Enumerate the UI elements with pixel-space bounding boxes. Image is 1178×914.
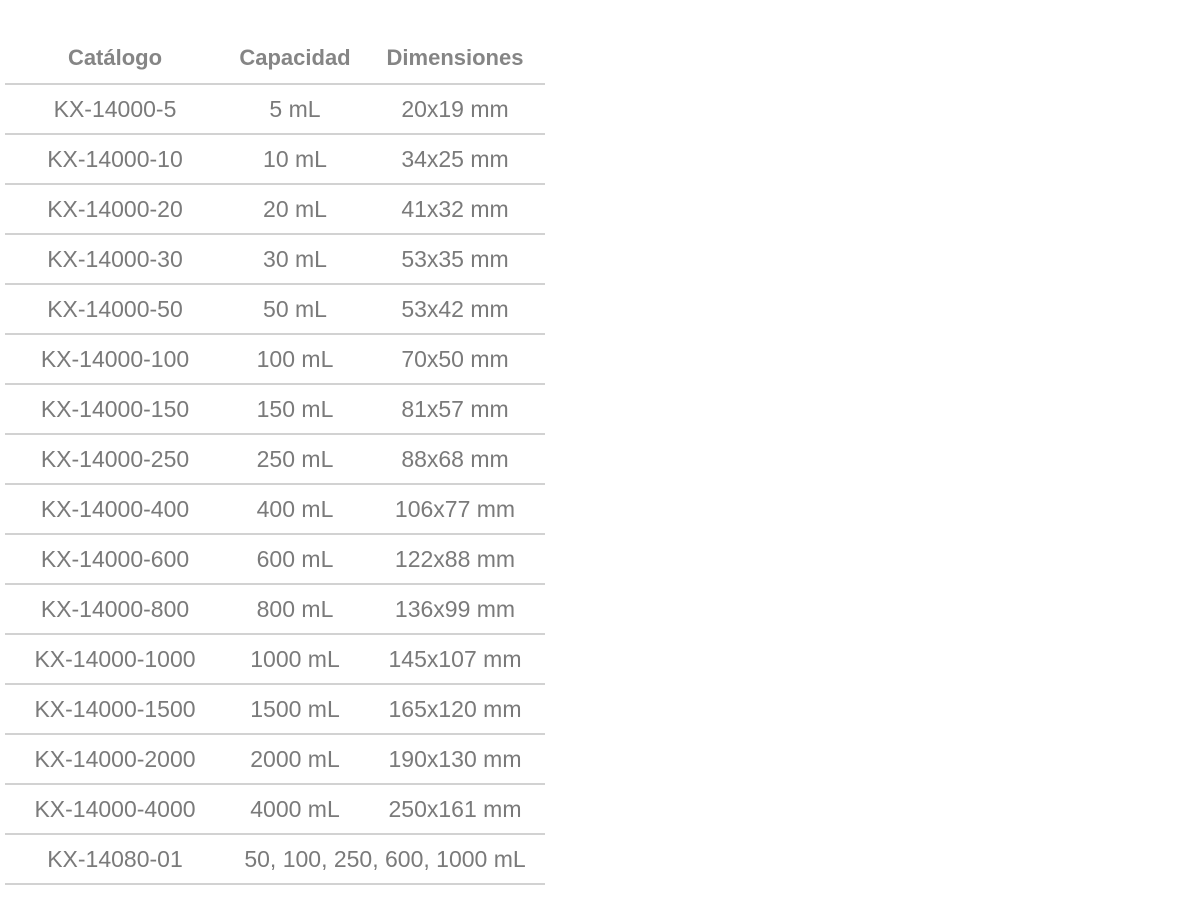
- cell-dimensiones: 122x88 mm: [365, 534, 545, 585]
- table-row: KX-14000-150 150 mL 81x57 mm: [5, 384, 545, 435]
- cell-dimensiones: 81x57 mm: [365, 384, 545, 435]
- table-row: KX-14000-5 5 mL 20x19 mm: [5, 84, 545, 135]
- cell-dimensiones: 53x35 mm: [365, 234, 545, 285]
- cell-catalogo: KX-14080-01: [5, 834, 225, 885]
- table-row: KX-14000-400 400 mL 106x77 mm: [5, 484, 545, 535]
- cell-dimensiones: 250x161 mm: [365, 784, 545, 835]
- cell-catalogo: KX-14000-30: [5, 234, 225, 285]
- table-row: KX-14080-01 50, 100, 250, 600, 1000 mL: [5, 834, 545, 885]
- cell-catalogo: KX-14000-10: [5, 134, 225, 185]
- cell-catalogo: KX-14000-250: [5, 434, 225, 485]
- cell-catalogo: KX-14000-1500: [5, 684, 225, 735]
- cell-dimensiones: 34x25 mm: [365, 134, 545, 185]
- cell-capacidad: 30 mL: [225, 234, 365, 285]
- cell-capacidad: 400 mL: [225, 484, 365, 535]
- cell-catalogo: KX-14000-600: [5, 534, 225, 585]
- table-row: KX-14000-50 50 mL 53x42 mm: [5, 284, 545, 335]
- cell-capacidad: 20 mL: [225, 184, 365, 235]
- cell-capacidad: 5 mL: [225, 84, 365, 135]
- cell-catalogo: KX-14000-4000: [5, 784, 225, 835]
- cell-capacidad: 600 mL: [225, 534, 365, 585]
- table-row: KX-14000-20 20 mL 41x32 mm: [5, 184, 545, 235]
- table-row: KX-14000-1500 1500 mL 165x120 mm: [5, 684, 545, 735]
- cell-dimensiones: 20x19 mm: [365, 84, 545, 135]
- cell-capacidad: 800 mL: [225, 584, 365, 635]
- table-row: KX-14000-600 600 mL 122x88 mm: [5, 534, 545, 585]
- cell-catalogo: KX-14000-2000: [5, 734, 225, 785]
- cell-dimensiones: 106x77 mm: [365, 484, 545, 535]
- cell-catalogo: KX-14000-5: [5, 84, 225, 135]
- cell-dimensiones: 53x42 mm: [365, 284, 545, 335]
- cell-dimensiones: 88x68 mm: [365, 434, 545, 485]
- cell-capacidad: 100 mL: [225, 334, 365, 385]
- table-row: KX-14000-2000 2000 mL 190x130 mm: [5, 734, 545, 785]
- header-catalogo: Catálogo: [5, 32, 225, 85]
- header-capacidad: Capacidad: [225, 32, 365, 85]
- cell-capacidad: 1500 mL: [225, 684, 365, 735]
- cell-dimensiones: 145x107 mm: [365, 634, 545, 685]
- table-row: KX-14000-10 10 mL 34x25 mm: [5, 134, 545, 185]
- table-body: KX-14000-5 5 mL 20x19 mm KX-14000-10 10 mL 34…: [5, 84, 545, 885]
- table-row: KX-14000-800 800 mL 136x99 mm: [5, 584, 545, 635]
- table-row: KX-14000-1000 1000 mL 145x107 mm: [5, 634, 545, 685]
- cell-dimensiones: 165x120 mm: [365, 684, 545, 735]
- product-table: Catálogo Capacidad Dimensiones KX-14000-…: [5, 32, 545, 885]
- cell-capacidad-span: 50, 100, 250, 600, 1000 mL: [225, 834, 545, 885]
- table-row: KX-14000-4000 4000 mL 250x161 mm: [5, 784, 545, 835]
- table-row: KX-14000-100 100 mL 70x50 mm: [5, 334, 545, 385]
- cell-capacidad: 50 mL: [225, 284, 365, 335]
- cell-catalogo: KX-14000-20: [5, 184, 225, 235]
- cell-dimensiones: 136x99 mm: [365, 584, 545, 635]
- cell-capacidad: 2000 mL: [225, 734, 365, 785]
- cell-capacidad: 4000 mL: [225, 784, 365, 835]
- table-row: KX-14000-250 250 mL 88x68 mm: [5, 434, 545, 485]
- cell-catalogo: KX-14000-1000: [5, 634, 225, 685]
- table-row: KX-14000-30 30 mL 53x35 mm: [5, 234, 545, 285]
- cell-dimensiones: 41x32 mm: [365, 184, 545, 235]
- cell-catalogo: KX-14000-100: [5, 334, 225, 385]
- header-dimensiones: Dimensiones: [365, 32, 545, 85]
- cell-capacidad: 150 mL: [225, 384, 365, 435]
- cell-capacidad: 250 mL: [225, 434, 365, 485]
- cell-dimensiones: 70x50 mm: [365, 334, 545, 385]
- cell-capacidad: 1000 mL: [225, 634, 365, 685]
- cell-catalogo: KX-14000-50: [5, 284, 225, 335]
- cell-catalogo: KX-14000-150: [5, 384, 225, 435]
- header-row: Catálogo Capacidad Dimensiones: [5, 32, 545, 85]
- cell-dimensiones: 190x130 mm: [365, 734, 545, 785]
- cell-catalogo: KX-14000-800: [5, 584, 225, 635]
- cell-capacidad: 10 mL: [225, 134, 365, 185]
- cell-catalogo: KX-14000-400: [5, 484, 225, 535]
